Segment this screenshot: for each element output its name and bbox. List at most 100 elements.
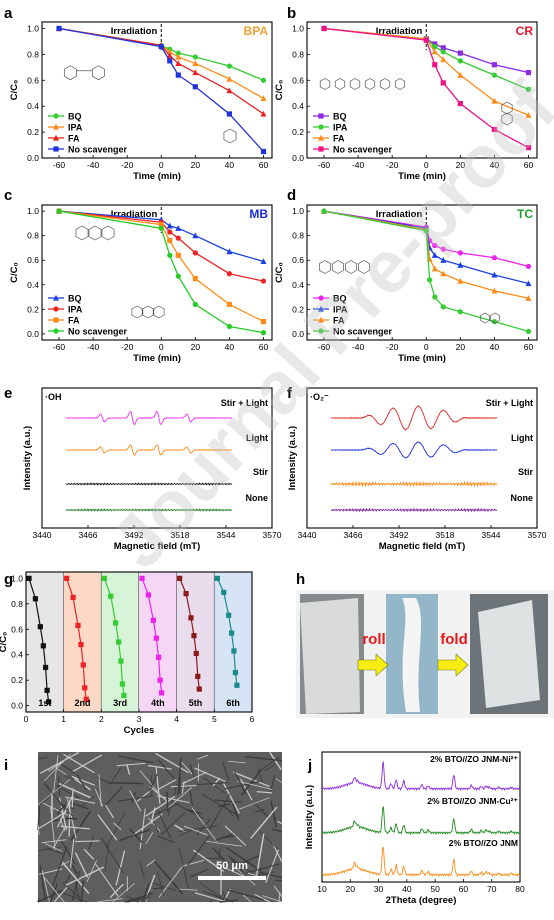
cycle-background <box>176 572 215 712</box>
radical-species-label: ·O₂⁻ <box>310 392 329 402</box>
fiber <box>37 889 64 903</box>
legend-marker <box>53 146 59 152</box>
axes-frame <box>41 204 273 341</box>
data-point <box>70 594 76 601</box>
cycle-label: 2nd <box>74 698 90 708</box>
fiber <box>52 846 68 886</box>
trace-label: Stir <box>518 467 534 477</box>
fiber <box>189 764 195 779</box>
x-tick-label: -20 <box>386 160 399 170</box>
fiber <box>56 803 66 815</box>
fiber <box>247 872 259 877</box>
data-point <box>229 630 235 636</box>
fiber <box>178 825 218 832</box>
panel-f: f 3440 3466 3492 3518 3544 3570 Magnetic field … <box>287 385 547 552</box>
panel-label: f <box>287 385 293 402</box>
x-tick-label: -60 <box>53 342 66 352</box>
fiber <box>209 793 231 830</box>
fiber <box>234 771 247 795</box>
y-tick-label: 0.0 <box>11 701 23 711</box>
fiber <box>212 847 229 865</box>
data-point <box>260 148 267 155</box>
x-tick-label: 2 <box>99 714 104 724</box>
fiber <box>113 822 122 830</box>
data-point <box>157 677 163 683</box>
legend-marker <box>53 328 59 334</box>
fiber <box>158 778 177 790</box>
data-point <box>80 662 86 668</box>
data-point <box>431 48 438 55</box>
legend-text: BQ <box>68 294 82 304</box>
y-tick-label: 0.4 <box>27 101 39 111</box>
y-axis-label: Intensity (a.u.) <box>304 785 315 849</box>
legend-marker <box>318 124 324 130</box>
fiber <box>110 782 144 785</box>
data-point <box>321 208 327 214</box>
legend-text: BQ <box>333 294 347 304</box>
y-tick-label: 0.8 <box>27 49 39 59</box>
legend-text: No scavenger <box>68 327 128 337</box>
data-point <box>188 615 194 621</box>
series-fa <box>321 207 532 301</box>
scale-bar <box>198 876 266 880</box>
y-tick-label: 0.0 <box>292 329 304 339</box>
trace-label: 2% BTO//ZO JNM-Cu²⁺ <box>427 796 518 806</box>
fiber <box>181 780 185 794</box>
cycle-label: 3rd <box>113 698 127 708</box>
fiber <box>231 802 240 821</box>
trace-label: None <box>511 493 534 503</box>
fiber <box>157 795 190 804</box>
data-point <box>191 633 197 639</box>
fiber <box>143 890 151 903</box>
data-point <box>491 62 498 68</box>
roll-label: roll <box>362 631 385 648</box>
fiber <box>187 835 210 866</box>
panel-label: h <box>296 571 305 588</box>
fiber <box>155 767 161 804</box>
fiber <box>100 838 124 874</box>
fiber <box>177 888 198 891</box>
data-point <box>440 80 446 86</box>
ring <box>319 260 331 274</box>
axes-frame <box>306 204 538 341</box>
fiber <box>232 771 270 787</box>
y-tick-label: 0.0 <box>27 153 39 163</box>
fiber <box>86 860 97 882</box>
x-tick-label: 20 <box>456 160 466 170</box>
fiber <box>64 874 72 884</box>
y-tick-label: 0.2 <box>292 127 304 137</box>
fiber <box>256 833 265 875</box>
spectrum-trace <box>330 405 498 431</box>
fiber <box>214 799 242 804</box>
data-point <box>150 617 156 623</box>
x-tick-label: 50 <box>430 884 440 894</box>
series-line <box>58 27 264 99</box>
ring <box>332 260 344 274</box>
data-point <box>232 669 239 676</box>
x-tick-label: 5 <box>212 714 217 724</box>
ring <box>153 305 165 319</box>
y-axis-label: Intensity (a.u.) <box>287 426 298 490</box>
trace-label: Stir + Light <box>486 398 533 408</box>
spectrum-trace <box>330 441 498 459</box>
fiber <box>181 761 193 775</box>
fiber <box>189 868 209 878</box>
trace-label: Stir + Light <box>221 398 268 408</box>
ring <box>88 225 102 241</box>
ring <box>319 78 331 90</box>
axes-frame <box>306 21 538 159</box>
ring <box>131 305 143 319</box>
data-point <box>121 692 127 699</box>
fiber <box>225 846 262 872</box>
data-point <box>525 280 532 287</box>
fiber <box>157 871 165 896</box>
data-point <box>158 44 164 50</box>
data-point <box>457 309 463 315</box>
panel-b: b -60 -40 -20 0 20 40 60 0.0 0.2 0.4 0.6 0.8 1.0 Time … <box>274 5 538 182</box>
x-tick-label: 60 <box>524 342 534 352</box>
pollutant-tag: CR <box>516 24 534 38</box>
x-tick-label: 20 <box>346 884 356 894</box>
data-point <box>26 575 32 581</box>
molecule-structure <box>63 65 237 144</box>
